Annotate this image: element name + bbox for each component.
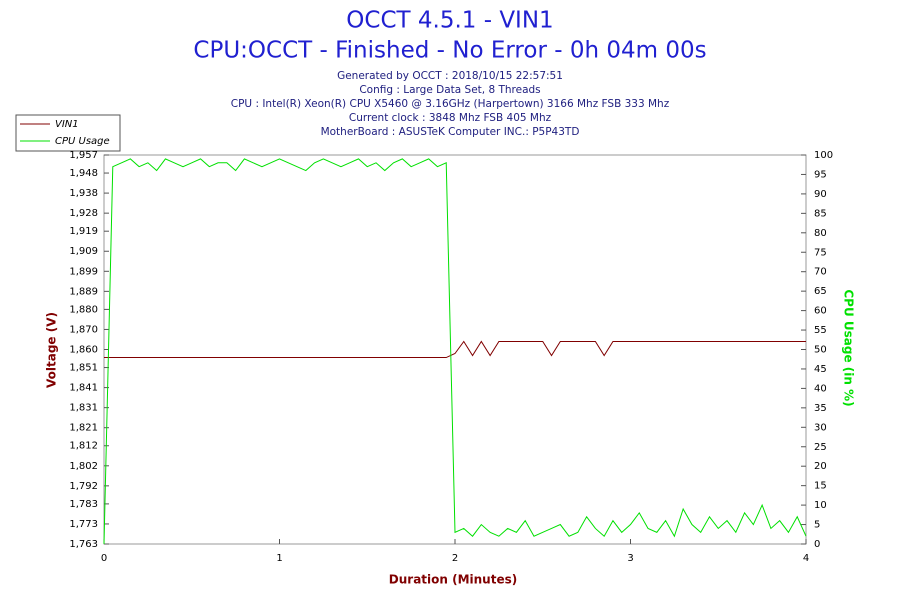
info-line: CPU : Intel(R) Xeon(R) CPU X5460 @ 3.16G… <box>231 98 670 110</box>
info-line: MotherBoard : ASUSTeK Computer INC.: P5P… <box>321 126 580 138</box>
y-tick-label: 1,792 <box>69 481 98 492</box>
y2-tick-label: 40 <box>814 383 827 394</box>
series-line <box>104 340 806 359</box>
legend-box <box>15 114 121 152</box>
y-tick-label: 1,919 <box>69 226 98 237</box>
y-tick-label: 1,821 <box>69 423 98 434</box>
y-axis-label: Voltage (V) <box>45 312 59 388</box>
y-tick-label: 1,928 <box>69 208 98 219</box>
y-tick-label: 1,763 <box>69 539 98 550</box>
y-tick-label: 1,899 <box>69 266 98 277</box>
y2-tick-label: 5 <box>814 520 820 531</box>
y2-tick-label: 45 <box>814 364 827 375</box>
x-tick-label: 1 <box>276 553 282 564</box>
x-axis-label: Duration (Minutes) <box>389 573 517 587</box>
y-tick-label: 1,783 <box>69 499 98 510</box>
y2-tick-label: 70 <box>814 267 827 278</box>
y2-tick-label: 35 <box>814 403 827 414</box>
legend-label: CPU Usage <box>55 136 110 147</box>
y-tick-label: 1,773 <box>69 519 98 530</box>
y-tick-label: 1,889 <box>69 286 98 297</box>
y-tick-label: 1,802 <box>69 461 98 472</box>
y2-tick-label: 20 <box>814 461 827 472</box>
x-tick-label: 4 <box>803 553 809 564</box>
y-tick-label: 1,841 <box>69 383 98 394</box>
y-tick-label: 1,948 <box>69 168 98 179</box>
y-tick-label: 1,957 <box>69 150 98 161</box>
y2-tick-label: 100 <box>814 150 833 161</box>
chart-title: OCCT 4.5.1 - VIN1 <box>346 8 553 34</box>
y-tick-label: 1,812 <box>69 441 98 452</box>
y2-tick-label: 65 <box>814 286 827 297</box>
y2-tick-label: 85 <box>814 208 827 219</box>
y2-tick-label: 10 <box>814 500 827 511</box>
y2-tick-label: 90 <box>814 189 827 200</box>
y-tick-label: 1,851 <box>69 363 98 374</box>
chart-subtitle: CPU:OCCT - Finished - No Error - 0h 04m … <box>193 38 706 64</box>
x-tick-label: 2 <box>452 553 458 564</box>
y-tick-label: 1,831 <box>69 403 98 414</box>
y2-tick-label: 95 <box>814 169 827 180</box>
y-tick-label: 1,938 <box>69 188 98 199</box>
legend-label: VIN1 <box>55 119 79 130</box>
y-tick-label: 1,870 <box>69 324 98 335</box>
y2-tick-label: 50 <box>814 345 827 356</box>
y2-tick-label: 80 <box>814 228 827 239</box>
y-tick-label: 1,860 <box>69 345 98 356</box>
y2-tick-label: 55 <box>814 325 827 336</box>
y-tick-label: 1,880 <box>69 304 98 315</box>
y2-tick-label: 30 <box>814 422 827 433</box>
y2-axis-label: CPU Usage (in %) <box>842 289 856 406</box>
y2-tick-label: 15 <box>814 481 827 492</box>
y2-tick-label: 25 <box>814 442 827 453</box>
info-line: Current clock : 3848 Mhz FSB 405 Mhz <box>349 112 552 124</box>
y2-tick-label: 60 <box>814 306 827 317</box>
series-line <box>103 158 807 545</box>
y2-tick-label: 0 <box>814 539 820 550</box>
info-line: Config : Large Data Set, 8 Threads <box>359 84 540 96</box>
y-tick-label: 1,909 <box>69 246 98 257</box>
x-tick-label: 0 <box>101 553 107 564</box>
x-tick-label: 3 <box>627 553 633 564</box>
info-line: Generated by OCCT : 2018/10/15 22:57:51 <box>337 70 563 82</box>
y2-tick-label: 75 <box>814 247 827 258</box>
